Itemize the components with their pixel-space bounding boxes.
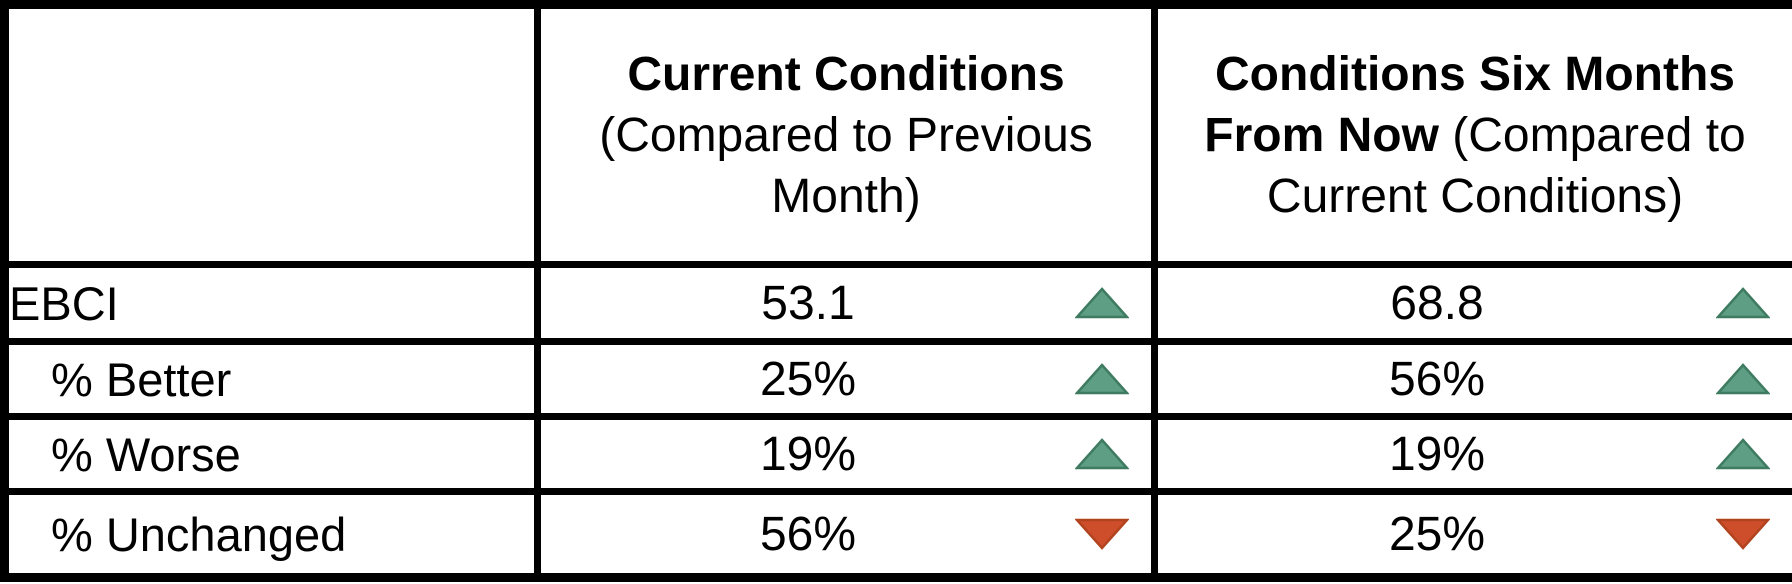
value-cell-six-months: 19% — [1151, 413, 1792, 495]
row-label-cell: % Unchanged — [1, 488, 541, 581]
header-cell-empty — [1, 1, 541, 268]
up-triangle-icon — [1075, 286, 1129, 320]
value: 53.1 — [761, 276, 855, 330]
value: 25% — [759, 352, 857, 406]
row-label: % Unchanged — [51, 507, 347, 561]
row-label: % Worse — [51, 427, 241, 481]
value: 56% — [759, 507, 857, 561]
row-ebci: EBCI 53.1 68.8 — [1, 261, 1792, 345]
up-triangle-icon — [1075, 362, 1129, 396]
row-label-cell: % Better — [1, 338, 541, 420]
row-label: % Better — [51, 352, 232, 406]
header-cell-current-conditions: Current Conditions (Compared to Previous… — [534, 1, 1158, 268]
value-cell-current: 19% — [534, 413, 1158, 495]
header-subtitle: (Compared to Previous Month) — [599, 108, 1093, 223]
row-pct-worse: % Worse 19% 19% — [1, 413, 1792, 495]
row-pct-unchanged: % Unchanged 56% 25% — [1, 488, 1792, 581]
up-triangle-icon — [1716, 437, 1770, 471]
header-title: Conditions Six Months From Now — [1204, 47, 1735, 162]
value: 25% — [1388, 507, 1486, 561]
down-triangle-icon — [1075, 517, 1129, 551]
value: 19% — [1388, 427, 1486, 481]
value-cell-six-months: 25% — [1151, 488, 1792, 581]
value-cell-six-months: 68.8 — [1151, 261, 1792, 345]
header-title: Current Conditions — [627, 47, 1065, 101]
row-label-cell: EBCI — [1, 261, 541, 345]
value-cell-current: 53.1 — [534, 261, 1158, 345]
value-cell-current: 25% — [534, 338, 1158, 420]
header-cell-six-months: Conditions Six Months From Now (Compared… — [1151, 1, 1792, 268]
row-pct-better: % Better 25% 56% — [1, 338, 1792, 420]
value: 19% — [759, 427, 857, 481]
header-subtitle: (Compared to Current Conditions) — [1266, 108, 1746, 223]
row-label-cell: % Worse — [1, 413, 541, 495]
row-label: EBCI — [9, 276, 119, 330]
value: 56% — [1388, 352, 1486, 406]
down-triangle-icon — [1716, 517, 1770, 551]
value-cell-six-months: 56% — [1151, 338, 1792, 420]
header-row: Current Conditions (Compared to Previous… — [1, 1, 1792, 268]
up-triangle-icon — [1075, 437, 1129, 471]
up-triangle-icon — [1716, 286, 1770, 320]
up-triangle-icon — [1716, 362, 1770, 396]
value-cell-current: 56% — [534, 488, 1158, 581]
value: 68.8 — [1390, 276, 1484, 330]
